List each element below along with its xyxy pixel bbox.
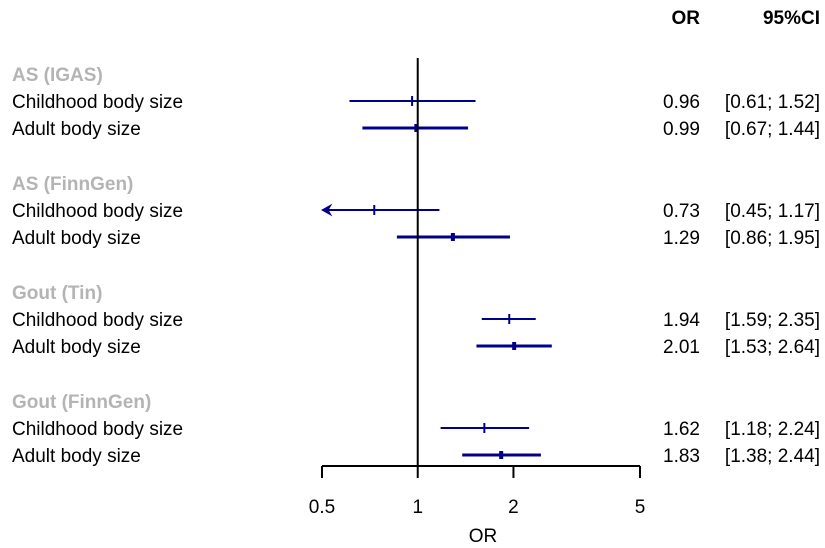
x-tick-label: 5: [635, 497, 646, 518]
or-value: 1.94: [663, 310, 700, 331]
ci-value: [1.38; 2.44]: [725, 446, 820, 467]
or-value: 0.99: [663, 119, 700, 140]
column-headers: OR 95%CI: [672, 8, 821, 29]
group: Gout (FinnGen) Childhood body size 1.62 [1.…: [12, 392, 820, 467]
group-label: AS (IGAS): [12, 65, 103, 86]
group: AS (IGAS) Childhood body size 0.96 [0.61; 1…: [12, 65, 820, 140]
forest-row: Adult body size 0.99 [0.67; 1.44]: [12, 119, 820, 140]
header-ci: 95%CI: [763, 8, 820, 29]
row-label: Adult body size: [12, 228, 141, 249]
ci-value: [0.67; 1.44]: [725, 119, 820, 140]
or-value: 1.29: [663, 228, 700, 249]
forest-row: Childhood body size 1.94 [1.59; 2.35]: [12, 310, 820, 331]
forest-row: Adult body size 1.83 [1.38; 2.44]: [12, 446, 820, 467]
x-axis-title: OR: [469, 526, 498, 547]
forest-row: Childhood body size 1.62 [1.18; 2.24]: [12, 419, 820, 440]
ci-value: [0.45; 1.17]: [725, 201, 820, 222]
group-label: Gout (Tin): [12, 283, 102, 304]
row-label: Childhood body size: [12, 92, 183, 113]
or-value: 1.83: [663, 446, 700, 467]
group: AS (FinnGen) Childhood body size 0.73 [0.45…: [12, 174, 820, 249]
or-value: 0.73: [663, 201, 700, 222]
header-or: OR: [672, 8, 701, 29]
row-label: Adult body size: [12, 119, 141, 140]
ci-value: [1.53; 2.64]: [725, 337, 820, 358]
ci-value: [0.86; 1.95]: [725, 228, 820, 249]
x-tick-label: 1: [412, 497, 423, 518]
forest-row: Childhood body size 0.73 [0.45; 1.17]: [12, 201, 820, 222]
ci-value: [1.18; 2.24]: [725, 419, 820, 440]
row-label: Childhood body size: [12, 419, 183, 440]
row-label: Childhood body size: [12, 201, 183, 222]
forest-row: Adult body size 1.29 [0.86; 1.95]: [12, 228, 820, 249]
row-label: Adult body size: [12, 446, 141, 467]
ci-value: [0.61; 1.52]: [725, 92, 820, 113]
forest-rows: AS (IGAS) Childhood body size 0.96 [0.61; 1…: [12, 65, 820, 467]
group-label: Gout (FinnGen): [12, 392, 151, 413]
x-tick-label: 0.5: [309, 497, 335, 518]
or-value: 2.01: [663, 337, 700, 358]
group-label: AS (FinnGen): [12, 174, 133, 195]
row-label: Adult body size: [12, 337, 141, 358]
x-axis: 0.5 1 2 5 OR: [309, 465, 646, 547]
forest-row: Adult body size 2.01 [1.53; 2.64]: [12, 337, 820, 358]
x-axis-ticks: 0.5 1 2 5: [309, 466, 646, 518]
x-tick-label: 2: [508, 497, 519, 518]
ci-value: [1.59; 2.35]: [725, 310, 820, 331]
forest-row: Childhood body size 0.96 [0.61; 1.52]: [12, 92, 820, 113]
or-value: 1.62: [663, 419, 700, 440]
group: Gout (Tin) Childhood body size 1.94 [1.59; …: [12, 283, 820, 358]
row-label: Childhood body size: [12, 310, 183, 331]
ci-arrow-left: [320, 203, 333, 217]
or-value: 0.96: [663, 92, 700, 113]
